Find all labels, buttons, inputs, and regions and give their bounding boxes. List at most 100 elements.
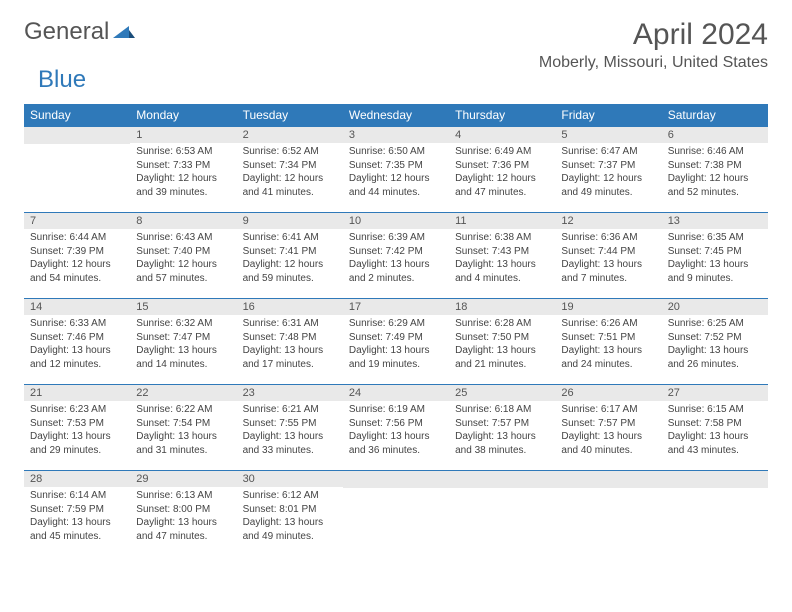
sunrise-text: Sunrise: 6:43 AM	[136, 231, 230, 245]
sunrise-text: Sunrise: 6:49 AM	[455, 145, 549, 159]
sunset-text: Sunset: 7:46 PM	[30, 331, 124, 345]
day-number: 18	[449, 298, 555, 315]
daylight-text: Daylight: 12 hours and 47 minutes.	[455, 172, 549, 199]
day-number: 3	[343, 126, 449, 143]
sunrise-text: Sunrise: 6:21 AM	[243, 403, 337, 417]
day-number: 23	[237, 384, 343, 401]
day-number: 30	[237, 470, 343, 487]
sunset-text: Sunset: 7:40 PM	[136, 245, 230, 259]
daylight-text: Daylight: 13 hours and 14 minutes.	[136, 344, 230, 371]
day-number: 2	[237, 126, 343, 143]
day-details: Sunrise: 6:52 AMSunset: 7:34 PMDaylight:…	[237, 143, 343, 203]
calendar-day-cell: 12Sunrise: 6:36 AMSunset: 7:44 PMDayligh…	[555, 212, 661, 298]
calendar-week-row: 7Sunrise: 6:44 AMSunset: 7:39 PMDaylight…	[24, 212, 768, 298]
calendar-day-cell: 15Sunrise: 6:32 AMSunset: 7:47 PMDayligh…	[130, 298, 236, 384]
sunset-text: Sunset: 7:56 PM	[349, 417, 443, 431]
calendar-day-cell: 4Sunrise: 6:49 AMSunset: 7:36 PMDaylight…	[449, 126, 555, 212]
daylight-text: Daylight: 13 hours and 4 minutes.	[455, 258, 549, 285]
day-number: 5	[555, 126, 661, 143]
calendar-day-cell: 3Sunrise: 6:50 AMSunset: 7:35 PMDaylight…	[343, 126, 449, 212]
calendar-day-cell: 11Sunrise: 6:38 AMSunset: 7:43 PMDayligh…	[449, 212, 555, 298]
day-number: 10	[343, 212, 449, 229]
calendar-day-cell: 1Sunrise: 6:53 AMSunset: 7:33 PMDaylight…	[130, 126, 236, 212]
calendar-day-cell	[449, 470, 555, 556]
day-details: Sunrise: 6:23 AMSunset: 7:53 PMDaylight:…	[24, 401, 130, 461]
day-details: Sunrise: 6:22 AMSunset: 7:54 PMDaylight:…	[130, 401, 236, 461]
logo: General	[24, 18, 137, 46]
day-number: 9	[237, 212, 343, 229]
day-details: Sunrise: 6:12 AMSunset: 8:01 PMDaylight:…	[237, 487, 343, 547]
day-number: 1	[130, 126, 236, 143]
calendar-day-cell: 7Sunrise: 6:44 AMSunset: 7:39 PMDaylight…	[24, 212, 130, 298]
calendar-day-cell: 14Sunrise: 6:33 AMSunset: 7:46 PMDayligh…	[24, 298, 130, 384]
calendar-day-cell: 17Sunrise: 6:29 AMSunset: 7:49 PMDayligh…	[343, 298, 449, 384]
daylight-text: Daylight: 13 hours and 47 minutes.	[136, 516, 230, 543]
day-header: Thursday	[449, 104, 555, 126]
daylight-text: Daylight: 13 hours and 7 minutes.	[561, 258, 655, 285]
daylight-text: Daylight: 13 hours and 29 minutes.	[30, 430, 124, 457]
day-number: 8	[130, 212, 236, 229]
sunrise-text: Sunrise: 6:15 AM	[668, 403, 762, 417]
day-number-bar-empty	[555, 470, 661, 488]
sunset-text: Sunset: 7:34 PM	[243, 159, 337, 173]
day-number: 28	[24, 470, 130, 487]
day-number-bar-empty	[662, 470, 768, 488]
calendar-day-cell: 2Sunrise: 6:52 AMSunset: 7:34 PMDaylight…	[237, 126, 343, 212]
sunset-text: Sunset: 8:01 PM	[243, 503, 337, 517]
sunset-text: Sunset: 8:00 PM	[136, 503, 230, 517]
title-block: April 2024 Moberly, Missouri, United Sta…	[539, 18, 768, 80]
month-title: April 2024	[539, 18, 768, 52]
day-details: Sunrise: 6:15 AMSunset: 7:58 PMDaylight:…	[662, 401, 768, 461]
calendar-day-cell	[343, 470, 449, 556]
day-number: 11	[449, 212, 555, 229]
calendar-day-cell: 26Sunrise: 6:17 AMSunset: 7:57 PMDayligh…	[555, 384, 661, 470]
sunrise-text: Sunrise: 6:47 AM	[561, 145, 655, 159]
sunset-text: Sunset: 7:42 PM	[349, 245, 443, 259]
day-details: Sunrise: 6:18 AMSunset: 7:57 PMDaylight:…	[449, 401, 555, 461]
sunrise-text: Sunrise: 6:12 AM	[243, 489, 337, 503]
day-details: Sunrise: 6:28 AMSunset: 7:50 PMDaylight:…	[449, 315, 555, 375]
sunset-text: Sunset: 7:49 PM	[349, 331, 443, 345]
calendar-day-cell: 30Sunrise: 6:12 AMSunset: 8:01 PMDayligh…	[237, 470, 343, 556]
day-number: 22	[130, 384, 236, 401]
calendar-day-cell	[662, 470, 768, 556]
daylight-text: Daylight: 13 hours and 2 minutes.	[349, 258, 443, 285]
calendar-day-cell: 21Sunrise: 6:23 AMSunset: 7:53 PMDayligh…	[24, 384, 130, 470]
day-details: Sunrise: 6:53 AMSunset: 7:33 PMDaylight:…	[130, 143, 236, 203]
sunrise-text: Sunrise: 6:18 AM	[455, 403, 549, 417]
day-number: 26	[555, 384, 661, 401]
day-number: 19	[555, 298, 661, 315]
day-number: 24	[343, 384, 449, 401]
daylight-text: Daylight: 13 hours and 24 minutes.	[561, 344, 655, 371]
calendar-day-cell: 13Sunrise: 6:35 AMSunset: 7:45 PMDayligh…	[662, 212, 768, 298]
daylight-text: Daylight: 13 hours and 33 minutes.	[243, 430, 337, 457]
sunrise-text: Sunrise: 6:32 AM	[136, 317, 230, 331]
sunrise-text: Sunrise: 6:23 AM	[30, 403, 124, 417]
daylight-text: Daylight: 12 hours and 59 minutes.	[243, 258, 337, 285]
day-details: Sunrise: 6:33 AMSunset: 7:46 PMDaylight:…	[24, 315, 130, 375]
day-details: Sunrise: 6:50 AMSunset: 7:35 PMDaylight:…	[343, 143, 449, 203]
day-number: 25	[449, 384, 555, 401]
daylight-text: Daylight: 13 hours and 49 minutes.	[243, 516, 337, 543]
calendar-day-cell: 5Sunrise: 6:47 AMSunset: 7:37 PMDaylight…	[555, 126, 661, 212]
sunset-text: Sunset: 7:45 PM	[668, 245, 762, 259]
day-details: Sunrise: 6:43 AMSunset: 7:40 PMDaylight:…	[130, 229, 236, 289]
daylight-text: Daylight: 12 hours and 49 minutes.	[561, 172, 655, 199]
sunrise-text: Sunrise: 6:35 AM	[668, 231, 762, 245]
sunrise-text: Sunrise: 6:33 AM	[30, 317, 124, 331]
day-number: 7	[24, 212, 130, 229]
day-number: 20	[662, 298, 768, 315]
sunrise-text: Sunrise: 6:26 AM	[561, 317, 655, 331]
sunset-text: Sunset: 7:44 PM	[561, 245, 655, 259]
day-details: Sunrise: 6:41 AMSunset: 7:41 PMDaylight:…	[237, 229, 343, 289]
sunrise-text: Sunrise: 6:38 AM	[455, 231, 549, 245]
calendar-day-cell: 23Sunrise: 6:21 AMSunset: 7:55 PMDayligh…	[237, 384, 343, 470]
sunset-text: Sunset: 7:39 PM	[30, 245, 124, 259]
day-number-bar-empty	[343, 470, 449, 488]
daylight-text: Daylight: 13 hours and 9 minutes.	[668, 258, 762, 285]
day-details: Sunrise: 6:46 AMSunset: 7:38 PMDaylight:…	[662, 143, 768, 203]
day-number-bar-empty	[449, 470, 555, 488]
calendar-day-cell: 24Sunrise: 6:19 AMSunset: 7:56 PMDayligh…	[343, 384, 449, 470]
sunset-text: Sunset: 7:48 PM	[243, 331, 337, 345]
day-number: 17	[343, 298, 449, 315]
